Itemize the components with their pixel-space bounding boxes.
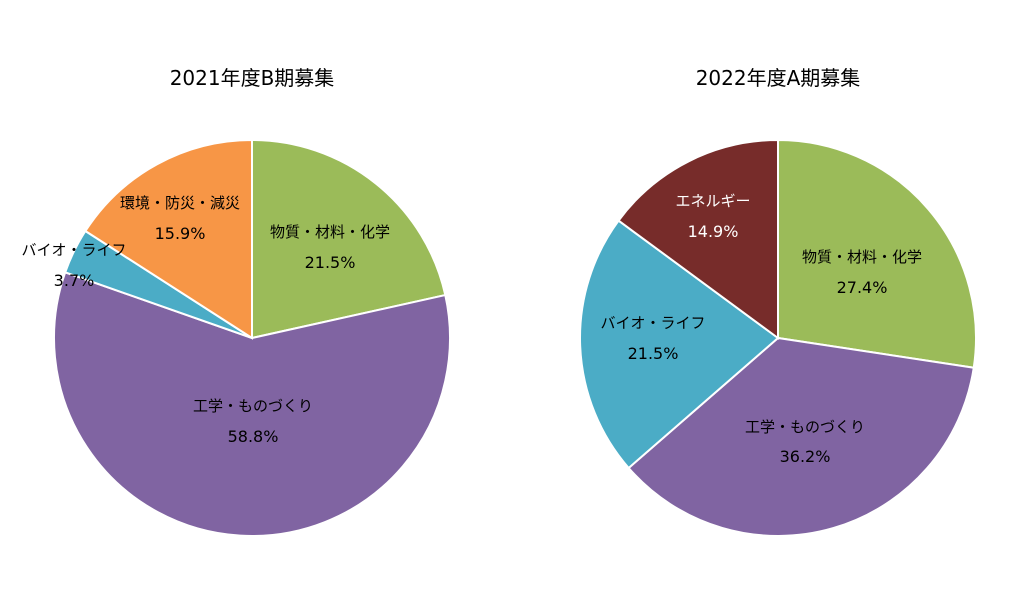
slice-value-label: 15.9% [155, 224, 206, 243]
slice-label: バイオ・ライフ [600, 314, 705, 332]
slice-value-label: 14.9% [688, 222, 739, 241]
slice-label: エネルギー [675, 192, 750, 210]
slice-label: 物質・材料・化学 [802, 248, 922, 266]
pie-slice [53, 271, 451, 537]
slice-label: 環境・防災・減災 [120, 194, 240, 212]
slice-value-label: 3.7% [54, 271, 95, 290]
pie-slice [617, 138, 779, 340]
chart-title: 2022年度A期募集 [696, 66, 861, 90]
pie-slice [251, 138, 447, 340]
slice-label: 工学・ものづくり [745, 418, 865, 436]
pie-chart-2021b: 2021年度B期募集 物質・材料・化学 21.5% 工学・ものづくり 58.8% バイオ… [21, 66, 451, 537]
slice-label: 工学・ものづくり [193, 397, 313, 415]
slice-value-label: 58.8% [228, 427, 279, 446]
pie-chart-2022a: 2022年度A期募集 物質・材料・化学 27.4% 工学・ものづくり 36.2% バイオ… [579, 66, 977, 537]
slice-label: 物質・材料・化学 [270, 223, 390, 241]
slice-value-label: 27.4% [837, 278, 888, 297]
chart-title: 2021年度B期募集 [170, 66, 335, 90]
pie-slice [777, 138, 977, 369]
slice-value-label: 21.5% [305, 253, 356, 272]
pie-slice [84, 138, 253, 340]
slice-value-label: 21.5% [628, 344, 679, 363]
slice-label: バイオ・ライフ [21, 241, 126, 259]
pie-slice [579, 219, 780, 470]
slice-value-label: 36.2% [780, 447, 831, 466]
pie-slice [627, 336, 975, 537]
